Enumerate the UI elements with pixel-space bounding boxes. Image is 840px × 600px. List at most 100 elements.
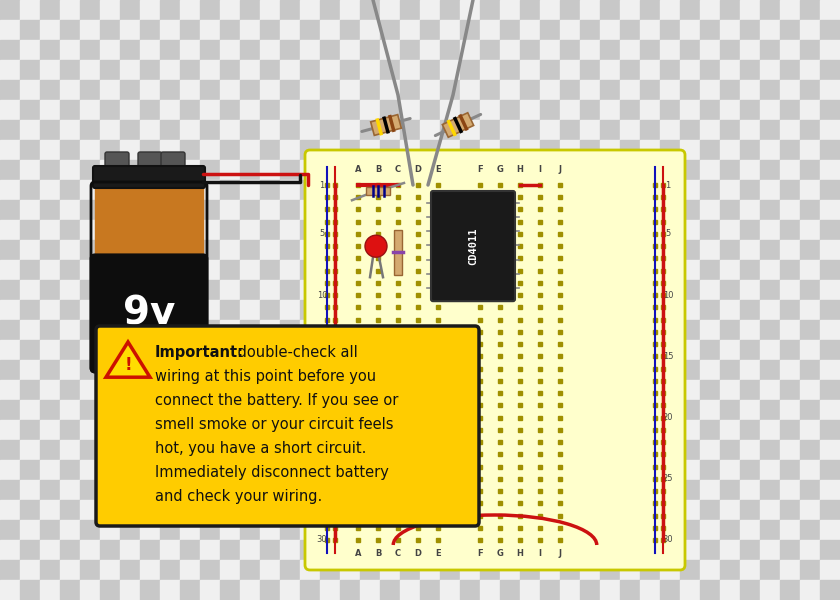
- Bar: [260, 160, 280, 180]
- FancyBboxPatch shape: [138, 152, 162, 174]
- Bar: [240, 360, 260, 380]
- Bar: [300, 260, 320, 280]
- Bar: [720, 0, 740, 20]
- Bar: [460, 260, 480, 280]
- Bar: [558, 330, 562, 334]
- Bar: [478, 281, 482, 285]
- Text: G: G: [496, 548, 503, 557]
- Bar: [478, 183, 482, 187]
- Bar: [416, 514, 420, 518]
- Bar: [500, 260, 520, 280]
- Bar: [540, 100, 560, 120]
- Bar: [80, 140, 100, 160]
- Bar: [680, 120, 700, 140]
- Bar: [800, 400, 820, 420]
- Bar: [260, 0, 280, 20]
- Bar: [500, 400, 520, 420]
- Bar: [760, 400, 780, 420]
- Bar: [180, 240, 200, 260]
- Bar: [140, 300, 160, 320]
- Bar: [325, 232, 329, 236]
- Bar: [376, 538, 380, 542]
- Bar: [560, 100, 580, 120]
- Bar: [220, 140, 240, 160]
- Bar: [356, 220, 360, 224]
- Bar: [300, 80, 320, 100]
- Bar: [540, 240, 560, 260]
- Bar: [460, 460, 480, 480]
- Bar: [100, 0, 120, 20]
- Bar: [420, 460, 440, 480]
- Bar: [320, 360, 340, 380]
- Bar: [661, 256, 665, 260]
- Bar: [640, 20, 660, 40]
- Polygon shape: [106, 342, 150, 377]
- Bar: [380, 20, 400, 40]
- Bar: [280, 60, 300, 80]
- Bar: [340, 220, 360, 240]
- Bar: [360, 580, 380, 600]
- Bar: [700, 480, 720, 500]
- Bar: [580, 320, 600, 340]
- Bar: [400, 60, 420, 80]
- Bar: [600, 260, 620, 280]
- Bar: [700, 500, 720, 520]
- Bar: [360, 40, 380, 60]
- Bar: [660, 380, 680, 400]
- Bar: [580, 40, 600, 60]
- Bar: [376, 416, 380, 419]
- Bar: [740, 340, 760, 360]
- Bar: [653, 220, 657, 224]
- Bar: [240, 580, 260, 600]
- Bar: [325, 514, 329, 518]
- Bar: [558, 317, 562, 322]
- Bar: [333, 183, 337, 187]
- Bar: [600, 240, 620, 260]
- Bar: [620, 140, 640, 160]
- Bar: [0, 140, 20, 160]
- Bar: [580, 100, 600, 120]
- Bar: [478, 244, 482, 248]
- Bar: [416, 526, 420, 530]
- Bar: [436, 330, 440, 334]
- Bar: [220, 240, 240, 260]
- Bar: [300, 180, 320, 200]
- Bar: [660, 100, 680, 120]
- Bar: [600, 180, 620, 200]
- Bar: [80, 100, 100, 120]
- Bar: [240, 140, 260, 160]
- Bar: [0, 280, 20, 300]
- Bar: [540, 560, 560, 580]
- Bar: [20, 360, 40, 380]
- Bar: [620, 220, 640, 240]
- Bar: [60, 40, 80, 60]
- Bar: [720, 100, 740, 120]
- Bar: [396, 342, 400, 346]
- Bar: [376, 281, 380, 285]
- Bar: [780, 140, 800, 160]
- Bar: [333, 281, 337, 285]
- Bar: [220, 220, 240, 240]
- Bar: [280, 240, 300, 260]
- Bar: [640, 420, 660, 440]
- Bar: [400, 480, 420, 500]
- Bar: [260, 420, 280, 440]
- Bar: [60, 240, 80, 260]
- Bar: [280, 420, 300, 440]
- Bar: [180, 540, 200, 560]
- Bar: [700, 420, 720, 440]
- Bar: [660, 300, 680, 320]
- Bar: [180, 180, 200, 200]
- Bar: [20, 100, 40, 120]
- Bar: [720, 60, 740, 80]
- Bar: [620, 580, 640, 600]
- Bar: [580, 400, 600, 420]
- Bar: [325, 379, 329, 383]
- Bar: [320, 540, 340, 560]
- Bar: [760, 280, 780, 300]
- Bar: [325, 428, 329, 432]
- Bar: [780, 60, 800, 80]
- Bar: [600, 360, 620, 380]
- Bar: [220, 360, 240, 380]
- Bar: [333, 489, 337, 493]
